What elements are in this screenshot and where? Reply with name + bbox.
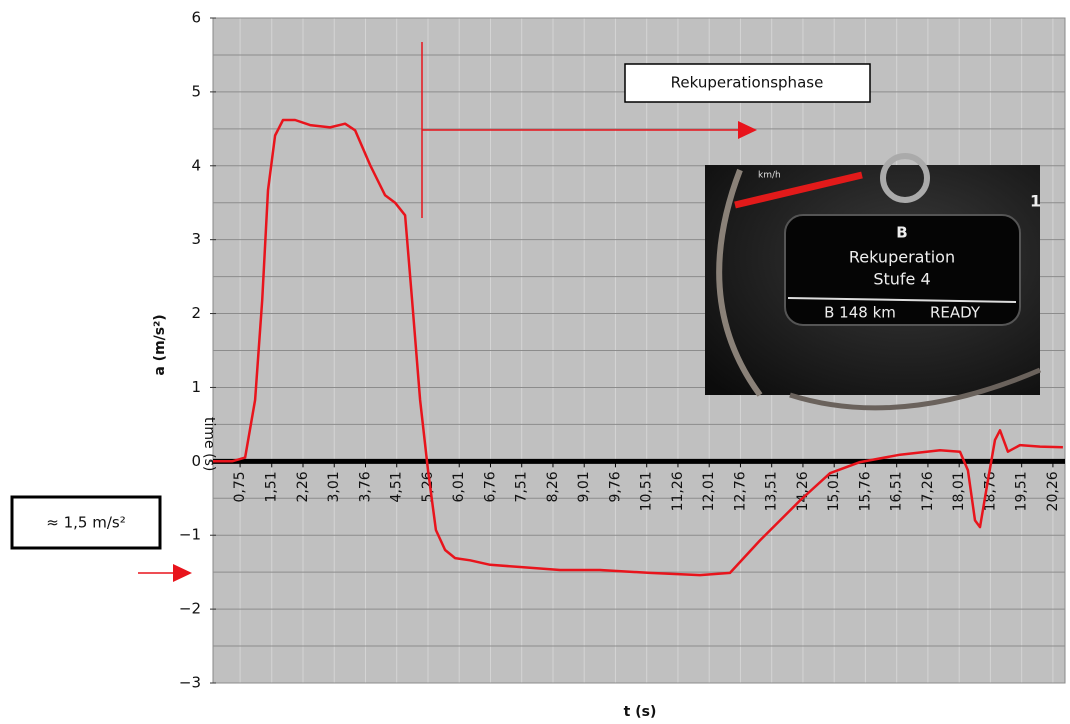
inset-text: Stufe 4	[873, 270, 930, 289]
x-tick-label: 6,76	[482, 471, 498, 502]
x-tick-label: 12,01	[701, 471, 717, 511]
x-tick-label: 0,75	[232, 471, 248, 502]
y-tick-label: −2	[179, 600, 201, 618]
inset-photo: km/h B Rekuperation Stufe 4 B 148 km REA…	[705, 156, 1041, 408]
inset-text: 1	[1030, 192, 1041, 211]
x-tick-label: 11,26	[670, 471, 686, 511]
y-tick-label: 0	[191, 452, 201, 470]
inset-text: READY	[930, 304, 981, 322]
x-axis-label: t (s)	[624, 704, 657, 720]
x-tick-label: 7,51	[514, 471, 530, 502]
x-tick-label: 3,76	[357, 471, 373, 502]
y-tick-label: 3	[191, 230, 201, 248]
x-tick-label: 17,26	[920, 471, 936, 511]
x-tick-label: 19,51	[1014, 471, 1030, 511]
x-tick-label: 9,01	[576, 471, 592, 502]
x-tick-label: 20,26	[1045, 471, 1061, 511]
x-tick-label: 12,76	[732, 471, 748, 511]
y-tick-label: 1	[191, 378, 201, 396]
y-tick-label: 4	[191, 156, 201, 174]
x-tick-label: 16,51	[889, 471, 905, 511]
x-tick-label: 3,01	[326, 471, 342, 502]
x-axis-title: time (s)	[201, 417, 217, 471]
x-tick-label: 15,01	[826, 471, 842, 511]
inset-text: B	[896, 224, 907, 242]
inset-text: Rekuperation	[849, 248, 955, 267]
y-tick-label: −1	[179, 526, 201, 544]
x-tick-label: 6,01	[451, 471, 467, 502]
arrow-head	[173, 564, 192, 582]
x-tick-label: 18,01	[951, 471, 967, 511]
inset-text: B 148 km	[824, 304, 896, 322]
x-tick-label: 10,51	[639, 471, 655, 511]
y-axis-label: a (m/s²)	[152, 314, 168, 375]
x-tick-label: 4,51	[389, 471, 405, 502]
annotation: ≈ 1,5 m/s²	[46, 514, 125, 532]
y-tick-label: 2	[191, 304, 201, 322]
inset-text: km/h	[758, 171, 781, 181]
x-tick-label: 2,26	[295, 471, 311, 502]
y-tick-label: 5	[191, 82, 201, 100]
y-tick-label: −3	[179, 674, 201, 692]
x-tick-label: 8,26	[545, 471, 561, 502]
y-tick-label: 6	[191, 9, 201, 27]
x-tick-label: 13,51	[764, 471, 780, 511]
annotation: Rekuperationsphase	[671, 74, 824, 92]
x-tick-label: 9,76	[607, 471, 623, 502]
chart: −3−2−101234560,751,512,263,013,764,515,2…	[0, 0, 1070, 724]
x-tick-label: 15,76	[857, 471, 873, 511]
x-tick-label: 1,51	[264, 471, 280, 502]
